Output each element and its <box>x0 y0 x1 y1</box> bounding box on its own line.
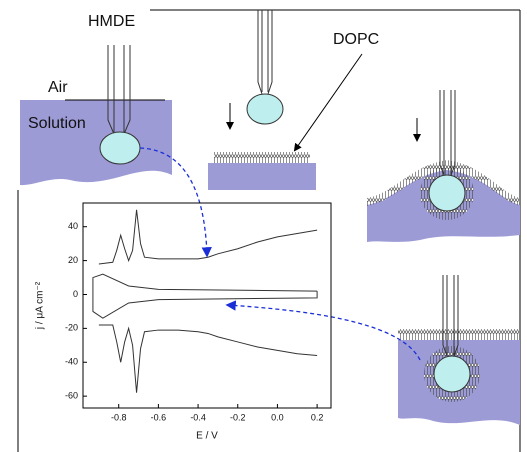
y-tick-label: -20 <box>65 323 78 333</box>
y-tick-label: -40 <box>65 357 78 367</box>
cv-trace <box>93 274 317 318</box>
label: Air <box>48 79 68 96</box>
panel-immersed <box>398 275 520 425</box>
x-tick-label: -0.4 <box>190 412 206 422</box>
y-tick-label: 40 <box>68 221 78 231</box>
label: HMDE <box>88 13 135 30</box>
x-tick-label: 0.0 <box>271 412 284 422</box>
cv-trace <box>99 325 317 393</box>
label: DOPC <box>333 31 379 48</box>
x-axis-label: E / V <box>196 431 218 442</box>
y-tick-label: -60 <box>65 391 78 401</box>
y-tick-label: 0 <box>73 289 78 299</box>
x-tick-label: 0.2 <box>311 412 324 422</box>
y-axis-label: j / μA cm⁻² <box>35 281 46 330</box>
x-tick-label: -0.6 <box>151 412 167 422</box>
x-tick-label: -0.8 <box>111 412 127 422</box>
label: Solution <box>28 115 86 132</box>
figure: HMDE Air Solution DOPC -0.8 -0.6 -0.4 -0.2 0… <box>0 0 527 452</box>
panel-contact <box>367 90 520 242</box>
x-tick-label: -0.2 <box>230 412 246 422</box>
plot: -0.8 -0.6 -0.4 -0.2 0.0 0.2 40 20 0 -20 -40 -60 E / … <box>35 203 331 442</box>
cv-trace <box>99 210 317 264</box>
y-tick-label: 20 <box>68 255 78 265</box>
